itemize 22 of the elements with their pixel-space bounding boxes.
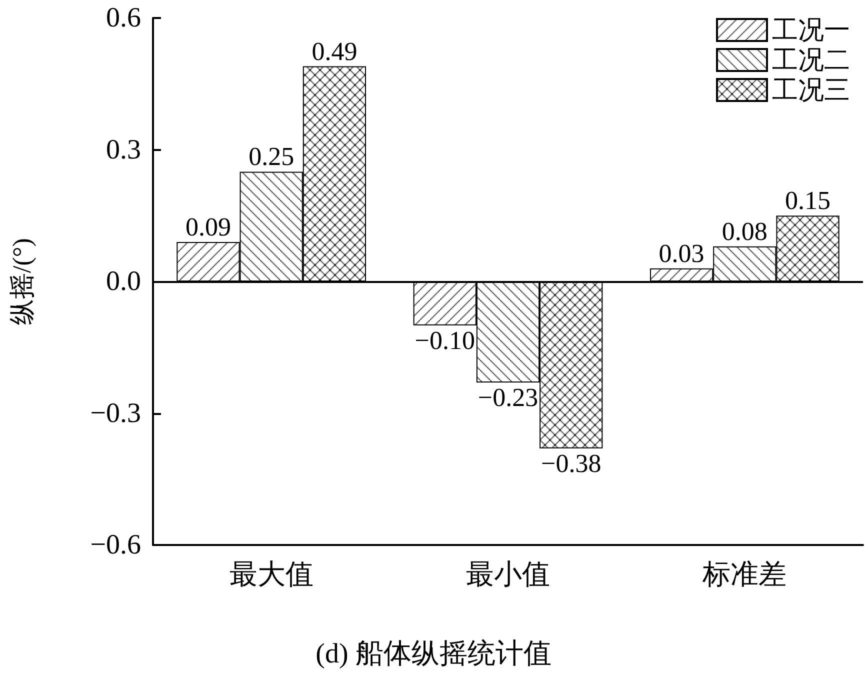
legend-label: 工况一 [772,16,850,44]
y-tick-label: 0.6 [106,2,141,34]
x-tick-label: 最小值 [466,560,550,590]
data-label: 0.49 [312,36,358,66]
data-label: −0.38 [541,448,602,478]
x-tick-label: 最大值 [229,560,314,590]
text: (d) 船体纵摇统计值 [316,638,552,670]
data-label: 0.08 [722,216,768,246]
data-label: 0.25 [248,142,294,172]
y-tick-label: 0.3 [106,134,141,166]
x-tick-label: 标准差 [702,560,787,590]
data-label: −0.10 [414,326,475,355]
y-tick-label: −0.3 [90,398,141,429]
data-label: 0.09 [185,212,231,242]
y-tick-label: −0.6 [90,530,141,560]
y-axis-title: 纵摇/(°) [8,238,36,325]
data-label: 0.15 [785,186,831,216]
y-tick-label: 0.0 [106,266,141,297]
legend-label: 工况二 [772,46,850,74]
legend-label: 工况三 [772,76,850,104]
data-label: −0.23 [478,383,538,412]
data-label: 0.03 [658,238,704,268]
